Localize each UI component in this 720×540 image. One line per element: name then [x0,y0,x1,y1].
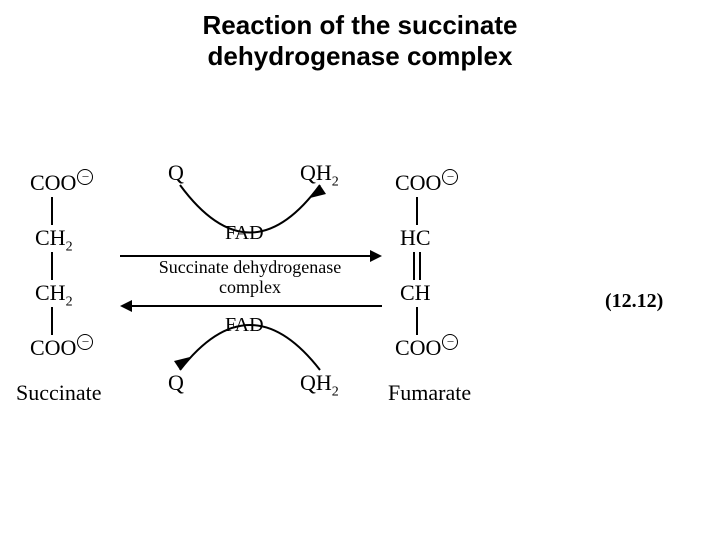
bond-line [51,307,53,335]
fumarate-atom-3: CH [400,280,431,306]
succinate-atom-3: CH2 [35,280,73,310]
fumarate-atom-1: COO [395,170,458,196]
neg-charge-icon [442,169,458,185]
cofactor-q-top: Q [168,160,184,186]
fad-bottom: FAD [225,314,264,337]
fumarate-label: Fumarate [388,380,471,406]
succinate-atom-1: COO [30,170,93,196]
fad-top: FAD [225,222,264,245]
bond-line [416,197,418,225]
double-bond-line [419,252,421,280]
cofactor-qh2-top: QH2 [300,160,339,190]
neg-charge-icon [77,334,93,350]
equation-number: (12.12) [605,290,663,313]
fumarate-atom-4: COO [395,335,458,361]
double-bond-line [413,252,415,280]
bond-line [51,252,53,280]
top-cofactor-arc [150,180,350,260]
reverse-arrow-head-icon [120,300,132,312]
neg-charge-icon [442,334,458,350]
fumarate-atom-2: HC [400,225,431,251]
neg-charge-icon [77,169,93,185]
cofactor-q-bottom: Q [168,370,184,396]
bond-line [416,307,418,335]
page-title: Reaction of the succinate dehydrogenase … [0,10,720,72]
forward-arrow-head-icon [370,250,382,262]
succinate-label: Succinate [16,380,102,406]
enzyme-label: Succinate dehydrogenase complex [150,258,350,298]
title-line-2: dehydrogenase complex [208,41,513,71]
title-line-1: Reaction of the succinate [203,10,518,40]
succinate-atom-4: COO [30,335,93,361]
cofactor-qh2-bottom: QH2 [300,370,339,400]
succinate-atom-2: CH2 [35,225,73,255]
bottom-cofactor-arc [150,300,350,380]
bond-line [51,197,53,225]
